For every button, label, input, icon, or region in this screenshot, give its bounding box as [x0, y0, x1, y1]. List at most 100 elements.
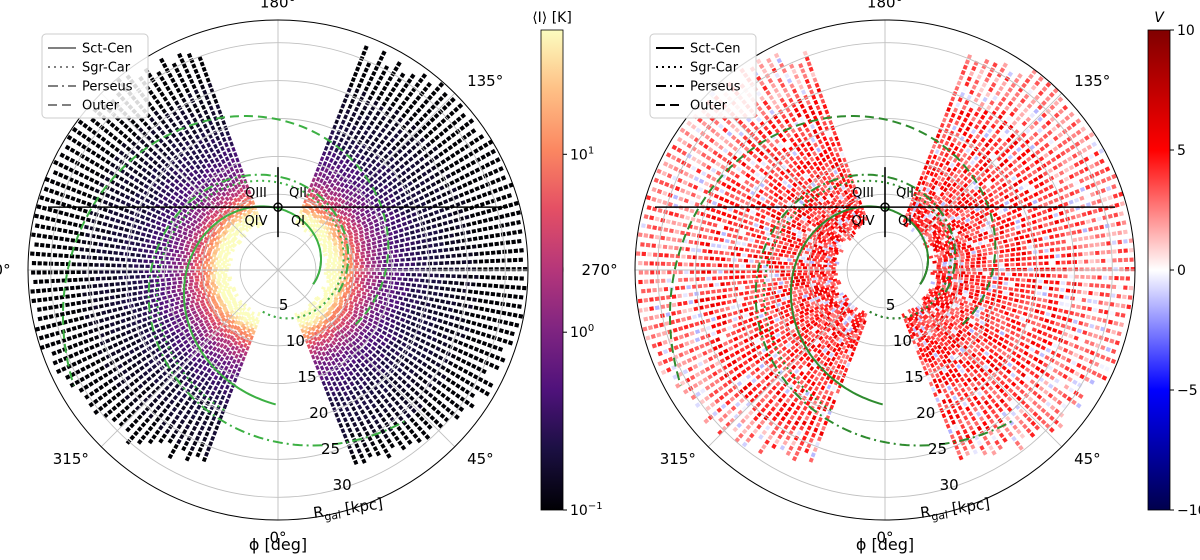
map-cell — [469, 392, 476, 398]
map-cell — [340, 145, 346, 151]
map-cell — [204, 94, 210, 101]
map-cell — [358, 376, 364, 382]
map-cell — [144, 430, 150, 436]
map-cell — [417, 403, 423, 409]
map-cell — [247, 332, 252, 338]
map-cell — [209, 147, 214, 153]
map-cell — [308, 216, 313, 222]
map-cell — [409, 73, 416, 80]
map-cell — [314, 296, 319, 302]
map-cell — [153, 378, 160, 384]
map-cell — [57, 227, 62, 233]
map-cell — [182, 82, 188, 89]
map-cell — [312, 218, 318, 224]
map-cell — [145, 385, 151, 392]
map-cell — [381, 85, 388, 92]
map-cell — [452, 141, 458, 148]
map-cell — [933, 360, 939, 366]
map-cell — [393, 285, 399, 290]
map-cell — [364, 231, 370, 236]
map-cell — [371, 367, 377, 373]
map-cell — [157, 374, 164, 380]
map-cell — [449, 399, 456, 406]
map-cell — [399, 238, 405, 243]
map-cell — [367, 349, 373, 355]
map-cell — [164, 385, 170, 391]
map-cell — [111, 395, 117, 401]
map-cell — [239, 187, 244, 193]
map-cell — [399, 395, 405, 402]
map-cell — [199, 370, 205, 376]
map-cell — [964, 312, 970, 317]
map-cell — [111, 416, 118, 423]
map-cell — [167, 138, 173, 145]
map-cell — [371, 249, 376, 253]
map-cell — [208, 287, 214, 292]
map-cell — [208, 120, 214, 126]
map-cell — [380, 127, 386, 134]
map-cell — [1040, 407, 1047, 414]
map-cell — [350, 334, 356, 340]
map-cell — [165, 403, 171, 410]
map-cell — [479, 201, 485, 207]
map-cell — [171, 227, 177, 232]
map-cell — [177, 174, 183, 180]
map-cell — [403, 434, 409, 441]
map-cell — [383, 280, 388, 284]
map-cell — [361, 143, 367, 149]
map-cell — [215, 135, 221, 141]
map-cell — [987, 404, 993, 410]
map-cell — [477, 227, 482, 233]
map-cell — [141, 167, 148, 173]
map-cell — [343, 391, 348, 397]
map-cell — [187, 419, 193, 425]
map-cell — [312, 319, 318, 325]
map-cell — [230, 238, 236, 244]
map-cell — [406, 214, 412, 219]
map-cell — [444, 327, 450, 333]
map-cell — [201, 163, 207, 170]
map-cell — [54, 190, 60, 196]
map-cell — [57, 321, 63, 327]
map-cell — [438, 151, 444, 157]
map-cell — [466, 296, 472, 302]
map-cell — [306, 344, 312, 349]
map-cell — [186, 73, 192, 80]
map-cell — [184, 129, 190, 135]
map-cell — [96, 234, 102, 240]
map-cell — [195, 297, 201, 302]
map-cell — [315, 355, 320, 361]
map-cell — [138, 374, 144, 380]
map-cell — [1015, 385, 1021, 391]
map-cell — [246, 328, 252, 334]
map-cell — [367, 321, 373, 327]
map-cell — [940, 349, 946, 355]
map-cell — [322, 370, 327, 376]
map-cell — [943, 298, 949, 303]
map-cell — [328, 278, 334, 282]
map-cell — [212, 300, 218, 305]
map-cell — [60, 201, 67, 207]
map-cell — [912, 327, 917, 333]
map-cell — [80, 366, 86, 373]
map-cell — [195, 304, 201, 310]
map-cell — [371, 215, 377, 220]
map-cell — [920, 325, 926, 331]
map-cell — [999, 325, 1006, 331]
map-cell — [339, 182, 345, 188]
map-cell — [196, 294, 202, 299]
map-cell — [141, 379, 148, 386]
map-cell — [437, 201, 443, 207]
map-cell — [117, 306, 123, 311]
map-cell — [324, 155, 330, 161]
map-cell — [974, 322, 980, 327]
map-cell — [445, 386, 452, 393]
map-cell — [247, 224, 252, 230]
map-cell — [490, 308, 496, 314]
map-cell — [244, 224, 250, 230]
map-cell — [312, 324, 318, 330]
map-cell — [218, 153, 224, 160]
map-cell — [217, 162, 223, 168]
map-cell — [1060, 355, 1067, 361]
map-cell — [142, 121, 149, 127]
